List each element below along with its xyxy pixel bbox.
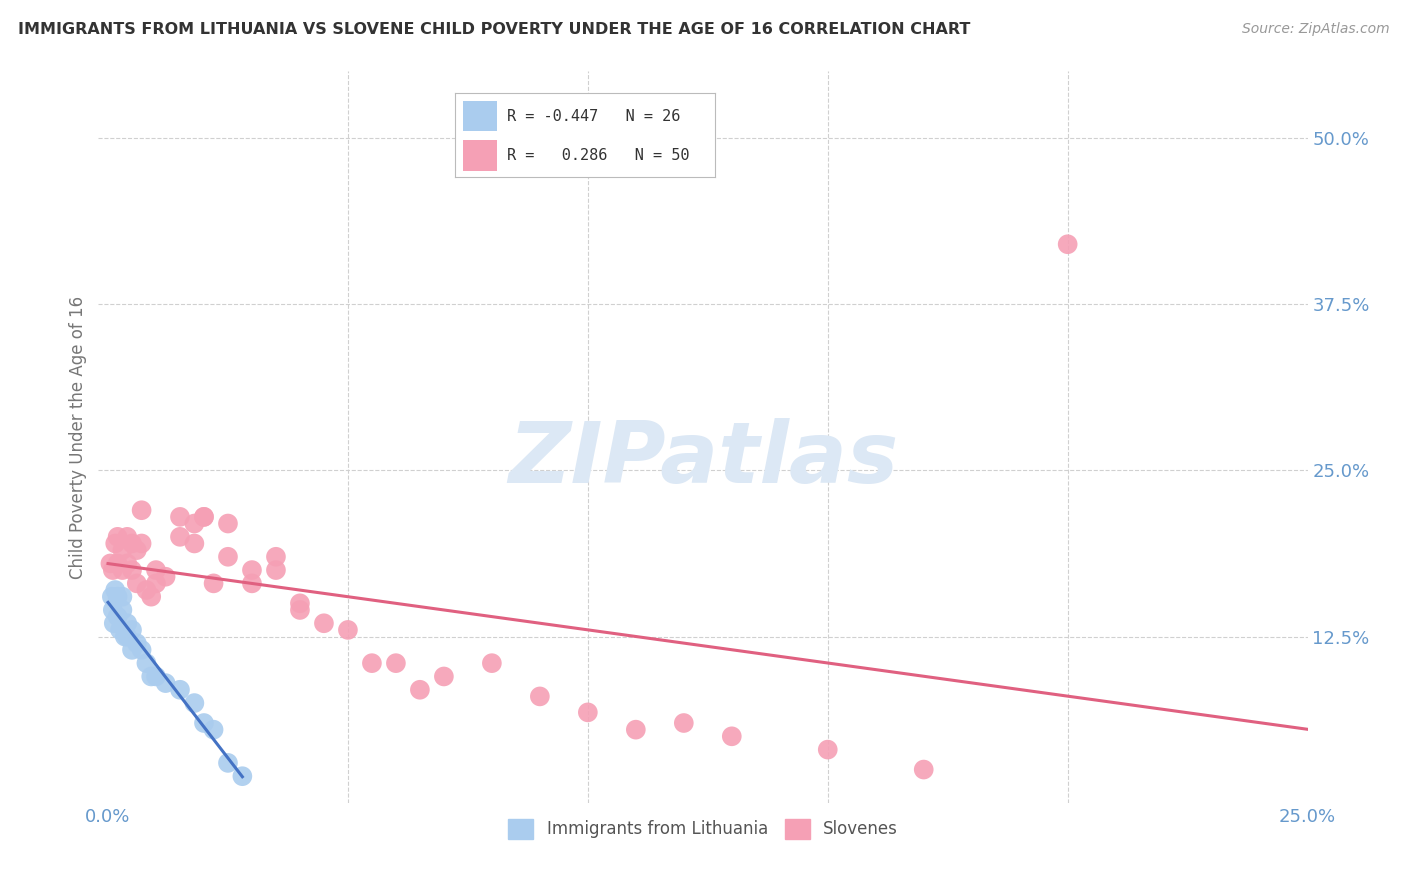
Point [169, 682, 191, 697]
Point [624, 723, 647, 737]
Point [202, 576, 225, 591]
Point [193, 509, 215, 524]
Point [288, 596, 311, 610]
Point [108, 623, 131, 637]
Point [111, 563, 134, 577]
Point [121, 536, 143, 550]
Point [131, 503, 153, 517]
Point [101, 603, 124, 617]
Point [141, 590, 163, 604]
Point [912, 763, 935, 777]
Point [115, 557, 138, 571]
Point [115, 616, 138, 631]
Point [385, 656, 408, 670]
Point [125, 636, 148, 650]
Point [135, 656, 157, 670]
Text: Source: ZipAtlas.com: Source: ZipAtlas.com [1241, 22, 1389, 37]
Point [107, 609, 129, 624]
Point [1056, 237, 1078, 252]
Point [169, 509, 191, 524]
Point [240, 576, 263, 591]
Point [107, 557, 129, 571]
Point [145, 563, 167, 577]
Point [264, 563, 287, 577]
Point [145, 669, 167, 683]
Point [155, 570, 177, 584]
Point [193, 716, 215, 731]
Y-axis label: Child Poverty Under the Age of 16: Child Poverty Under the Age of 16 [69, 295, 87, 579]
Point [100, 557, 122, 571]
Point [104, 536, 127, 550]
Point [111, 590, 134, 604]
Point [101, 563, 124, 577]
Point [169, 530, 191, 544]
Point [288, 603, 311, 617]
Point [125, 543, 148, 558]
Point [115, 630, 138, 644]
Point [101, 590, 124, 604]
Point [135, 582, 157, 597]
Point [121, 563, 143, 577]
Point [145, 576, 167, 591]
Point [361, 656, 384, 670]
Point [104, 582, 127, 597]
Point [183, 536, 205, 550]
Text: IMMIGRANTS FROM LITHUANIA VS SLOVENE CHILD POVERTY UNDER THE AGE OF 16 CORRELATI: IMMIGRANTS FROM LITHUANIA VS SLOVENE CHI… [18, 22, 970, 37]
Point [720, 729, 742, 743]
Point [231, 769, 253, 783]
Point [217, 549, 239, 564]
Point [111, 603, 134, 617]
Point [529, 690, 551, 704]
Point [202, 723, 225, 737]
Point [336, 623, 359, 637]
Point [217, 756, 239, 770]
Point [107, 530, 129, 544]
Point [672, 716, 695, 731]
Point [481, 656, 503, 670]
Point [264, 549, 287, 564]
Point [183, 696, 205, 710]
Point [111, 543, 134, 558]
Text: ZIPatlas: ZIPatlas [508, 417, 898, 500]
Point [107, 590, 129, 604]
Point [125, 576, 148, 591]
Point [131, 643, 153, 657]
Point [217, 516, 239, 531]
Point [183, 516, 205, 531]
Point [103, 616, 125, 631]
Point [121, 623, 143, 637]
Point [817, 742, 839, 756]
Point [115, 530, 138, 544]
Point [141, 669, 163, 683]
Point [240, 563, 263, 577]
Point [131, 536, 153, 550]
Point [433, 669, 456, 683]
Point [409, 682, 432, 697]
Point [193, 509, 215, 524]
Legend: Immigrants from Lithuania, Slovenes: Immigrants from Lithuania, Slovenes [502, 812, 904, 846]
Point [312, 616, 335, 631]
Point [155, 676, 177, 690]
Point [121, 643, 143, 657]
Point [114, 630, 136, 644]
Point [576, 706, 599, 720]
